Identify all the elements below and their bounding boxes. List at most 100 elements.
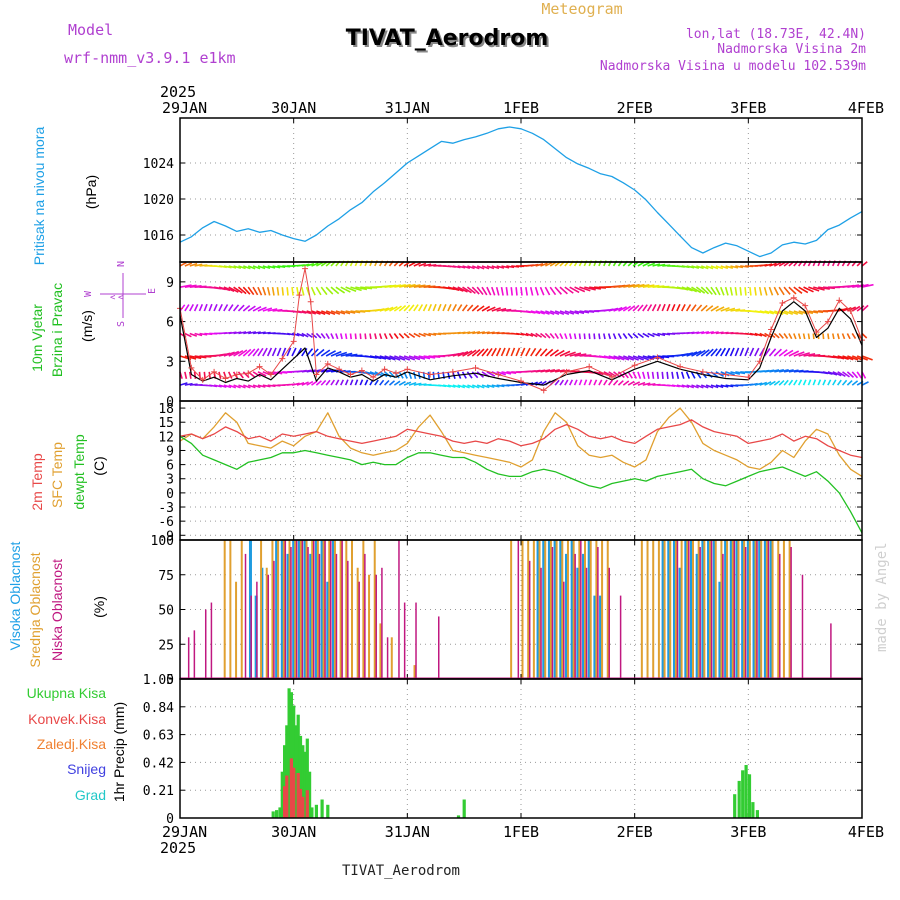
- wind-arrow: [836, 333, 840, 340]
- wind-arrow: [408, 304, 415, 312]
- wind-arrow: [486, 347, 493, 357]
- y-tick-label: 0: [166, 673, 174, 688]
- wind-arrow: [242, 348, 252, 357]
- y-tick-label: 0.63: [143, 729, 174, 744]
- svg-text:<: <: [110, 293, 116, 303]
- y-tick-label: 1016: [143, 229, 174, 244]
- wind-arrow: [691, 265, 700, 269]
- wind-arrow: [720, 384, 729, 388]
- wind-arrow: [549, 349, 559, 357]
- wind-arrow: [744, 347, 750, 357]
- wind-arrow: [481, 331, 490, 335]
- panel-labels: Pritisak na nivou mora (hPa) 10m Vjetar …: [7, 127, 158, 803]
- wind-arrow: [773, 380, 781, 386]
- wind-gust-marker: [779, 300, 786, 307]
- wind-arrow: [457, 350, 469, 357]
- wind-arrow: [710, 348, 718, 357]
- wind-arrow: [242, 371, 250, 379]
- wind-arrow: [418, 304, 424, 312]
- wind-arrow: [462, 286, 472, 294]
- total-precip-bar: [275, 810, 279, 818]
- wind-arrow: [691, 384, 699, 389]
- wind-arrow: [589, 286, 602, 290]
- wind-arrow: [188, 371, 192, 379]
- wind-arrow: [223, 286, 235, 293]
- wind-arrow: [349, 333, 352, 340]
- wind-arrow: [671, 384, 680, 388]
- wind-arrow: [827, 379, 832, 386]
- wind-arrow: [301, 381, 309, 386]
- wind-arrow: [807, 333, 811, 340]
- wind-arrow: [642, 332, 650, 338]
- wind-arrow: [652, 332, 661, 337]
- wind-arrow: [700, 265, 709, 270]
- wind-speed-line: [179, 301, 863, 386]
- wind-arrow: [301, 310, 312, 315]
- wind-gust-marker: [472, 364, 479, 371]
- wind-arrow: [491, 265, 500, 270]
- total-precip-bar: [280, 771, 284, 818]
- wind-gust-marker: [654, 354, 661, 361]
- x-tick-label-top: 3FEB: [730, 99, 766, 117]
- wind-arrow: [613, 355, 625, 361]
- wind-arrow: [208, 303, 213, 312]
- wind-arrow: [462, 350, 473, 357]
- wind-arrow: [783, 310, 794, 316]
- wind-arrow: [316, 261, 324, 267]
- y-tick-label: 50: [158, 604, 174, 619]
- wind-arrow: [769, 380, 776, 386]
- wind-arrow: [476, 348, 485, 357]
- wind-gust-marker: [745, 374, 752, 381]
- sfc-temp-line: [179, 407, 863, 477]
- wind-arrow: [198, 371, 201, 379]
- temp2m-axis-title: 2m Temp: [29, 453, 45, 511]
- wind-arrow: [637, 381, 646, 386]
- x-tick-label-bottom: 29JAN: [162, 823, 207, 841]
- wind-arrow: [832, 379, 837, 386]
- wind-arrow: [588, 379, 593, 386]
- wind-arrow: [364, 379, 369, 386]
- wind-arrow: [194, 332, 203, 337]
- low-cloud-axis-title: Niska Oblacnost: [49, 559, 65, 661]
- convective-precip-bar: [283, 786, 287, 818]
- wind-arrow: [345, 310, 356, 314]
- wind-arrow: [579, 310, 590, 314]
- wind-arrow: [199, 332, 208, 336]
- y-tick-label: 6: [166, 316, 174, 331]
- subtitle: Meteogram: [541, 0, 622, 18]
- pressure-axis-unit: (hPa): [83, 175, 99, 209]
- wind-arrow: [383, 333, 388, 340]
- wind-arrow: [398, 304, 407, 312]
- wind-arrow: [783, 349, 794, 357]
- y-tick-label: 12: [158, 430, 174, 445]
- wind-arrow: [588, 333, 591, 340]
- wind-arrow: [550, 369, 560, 373]
- wind-arrow: [408, 332, 416, 339]
- wind-arrow: [467, 331, 476, 335]
- wind-arrow: [423, 355, 436, 359]
- wind-arrow: [754, 347, 760, 357]
- wind-arrow: [413, 355, 426, 360]
- header: Model wrf-nmm_v3.9.1 e1km Meteogram TIVA…: [64, 0, 890, 879]
- wind-arrow: [788, 286, 797, 295]
- wind-arrow: [715, 384, 724, 389]
- wind-arrow: [228, 384, 237, 389]
- wind-arrow: [788, 350, 800, 357]
- wind-arrow: [710, 286, 717, 296]
- wind-arrow: [262, 286, 267, 296]
- wind-arrow: [316, 310, 326, 316]
- wind-arrow: [593, 371, 604, 376]
- wind-arrow: [325, 333, 330, 340]
- wind-gust-marker: [392, 370, 399, 377]
- wind-arrow: [501, 371, 512, 375]
- wind-arrow: [316, 369, 327, 373]
- wind-arrow: [320, 379, 327, 386]
- mid-cloud-axis-title: Srednja Oblacnost: [27, 552, 43, 667]
- wind-arrow: [632, 381, 641, 386]
- wind-arrow: [252, 331, 261, 335]
- wind-arrow: [238, 265, 246, 270]
- wind-arrow: [238, 384, 246, 389]
- wind-arrow: [515, 287, 518, 296]
- wind-arrow: [184, 332, 192, 338]
- wind-arrow: [549, 310, 560, 316]
